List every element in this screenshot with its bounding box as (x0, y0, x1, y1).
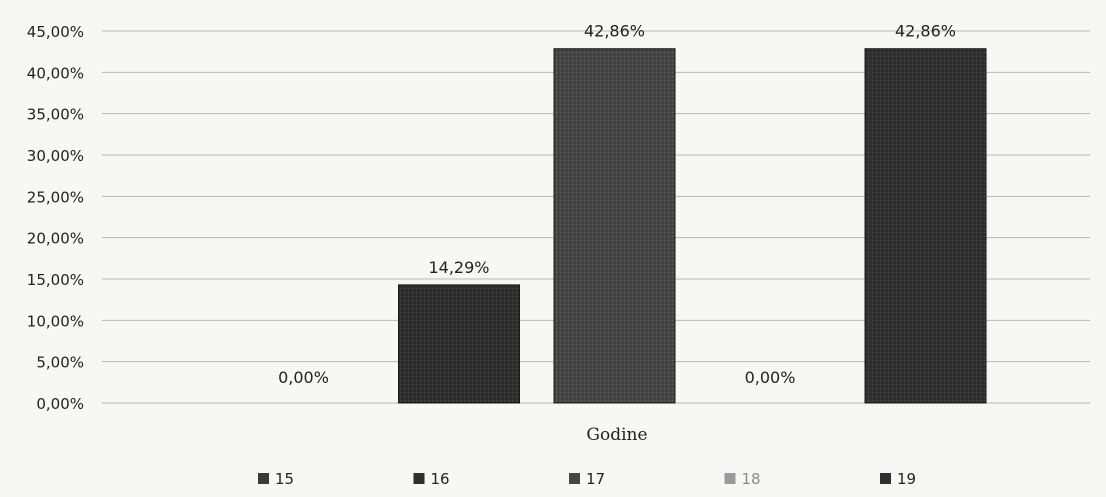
data-labels: 0,00% 14,29% 42,86% 0,00% 42,86% (278, 22, 956, 387)
legend-swatch-17 (569, 473, 580, 484)
y-tick-label: 25,00% (27, 188, 84, 206)
legend-label-15: 15 (275, 470, 294, 488)
legend-label-16: 16 (431, 470, 450, 488)
bar-texture-16 (398, 284, 520, 403)
data-label-19: 42,86% (895, 22, 956, 41)
y-tick-label: 40,00% (27, 64, 84, 82)
bar-texture-19 (865, 48, 986, 403)
y-tick-label: 45,00% (27, 23, 84, 41)
y-tick-label: 5,00% (36, 354, 84, 372)
data-label-17: 42,86% (584, 22, 645, 41)
legend-swatch-19 (880, 473, 891, 484)
y-axis-ticks: 0,00% 5,00% 10,00% 15,00% 20,00% 25,00% 30,00%… (27, 23, 84, 413)
y-tick-label: 20,00% (27, 230, 84, 248)
y-tick-label: 15,00% (27, 271, 84, 289)
bar-texture-17 (554, 48, 675, 403)
y-tick-label: 35,00% (27, 106, 84, 124)
y-tick-label: 30,00% (27, 147, 84, 165)
bars (398, 48, 987, 404)
legend-label-17: 17 (586, 470, 605, 488)
legend-swatch-16 (413, 473, 425, 484)
legend-swatch-15 (258, 473, 269, 484)
legend-label-18: 18 (742, 470, 761, 488)
x-axis-label: Godine (586, 425, 647, 445)
legend: 15 16 17 18 19 (258, 470, 916, 488)
data-label-16: 14,29% (428, 258, 489, 277)
legend-label-19: 19 (897, 470, 916, 488)
data-label-18: 0,00% (745, 368, 796, 387)
y-tick-label: 0,00% (36, 395, 84, 413)
y-tick-label: 10,00% (27, 312, 84, 330)
data-label-15: 0,00% (278, 368, 329, 387)
legend-swatch-18 (724, 473, 736, 484)
